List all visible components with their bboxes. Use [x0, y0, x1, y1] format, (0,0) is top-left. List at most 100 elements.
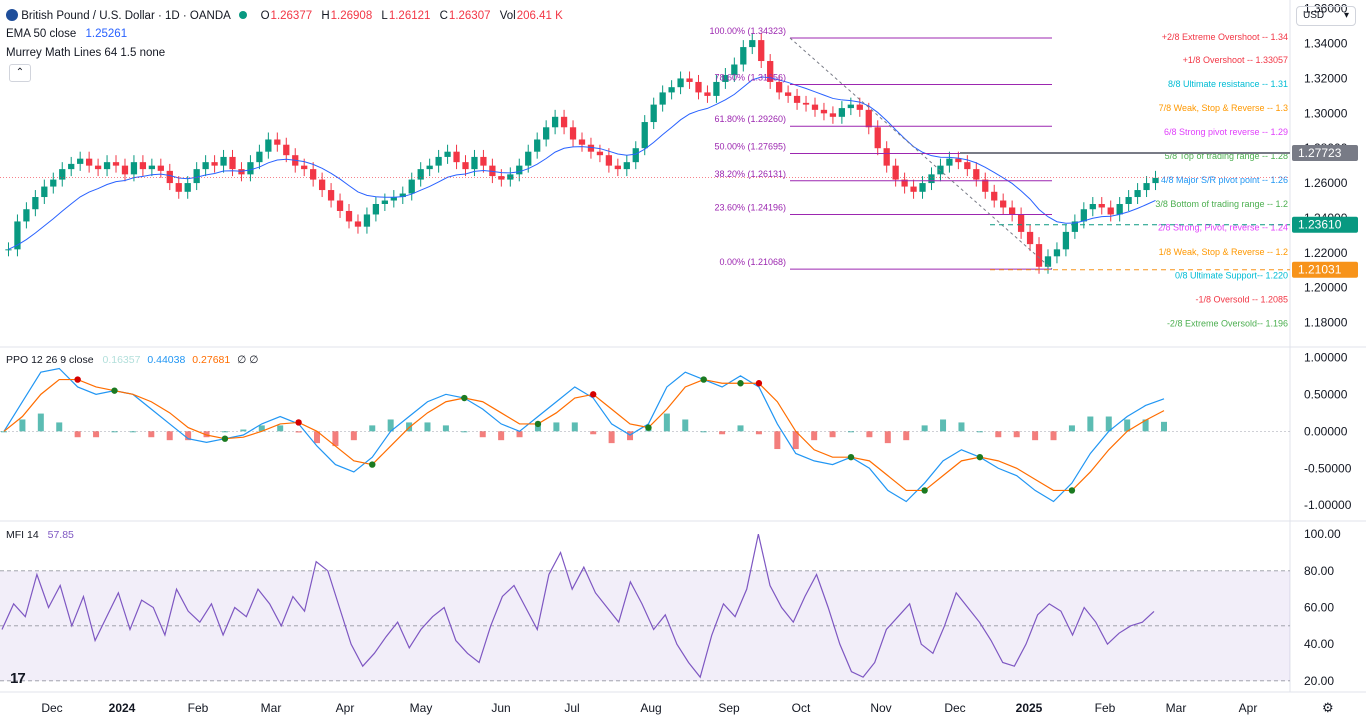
ppo-cross-marker — [755, 380, 763, 387]
ppo-histogram-bar — [995, 431, 1002, 438]
tradingview-logo-icon[interactable]: 17 — [10, 670, 26, 687]
ppo-title: PPO 12 26 9 close — [6, 354, 94, 366]
candle-body — [211, 162, 218, 166]
candle-body — [668, 87, 675, 93]
symbol-title[interactable]: British Pound / U.S. Dollar · 1D · OANDA — [21, 10, 231, 22]
murrey-level-label: 4/8 Major S/R pivot point -- 1.26 — [1161, 175, 1288, 185]
murrey-legend[interactable]: Murrey Math Lines 64 1.5 none — [6, 47, 165, 59]
ppo-cross-marker — [645, 424, 652, 431]
ppo-histogram-bar — [221, 431, 228, 433]
candle-body — [982, 179, 989, 192]
ppo-histogram-bar — [1161, 421, 1167, 432]
ppo-histogram-bar — [608, 431, 615, 444]
candle-body — [614, 165, 621, 170]
candle-body — [874, 127, 881, 149]
ppo-histogram-bar — [1068, 425, 1075, 432]
gear-icon[interactable]: ⚙ — [1322, 700, 1334, 715]
ppo-histogram-bar — [1124, 419, 1131, 432]
candle-body — [802, 102, 810, 105]
mfi-legend[interactable]: MFI 14 57.85 — [6, 529, 74, 541]
ema-legend[interactable]: EMA 50 close 1.25261 — [6, 28, 127, 40]
ppo-histogram-bar — [56, 422, 63, 432]
time-axis: Dec 2024 Feb Mar Apr May Jun Jul Aug Sep Oct Nov Dec… — [41, 701, 1257, 715]
candle-body — [973, 169, 980, 180]
ppo-histogram-bar — [93, 431, 100, 438]
candle-body — [543, 127, 550, 140]
murrey-level-label: 3/8 Bottom of trading range -- 1.2 — [1155, 199, 1288, 209]
candle-body — [856, 104, 863, 110]
candle-body — [157, 165, 164, 171]
mfi-value: 57.85 — [47, 529, 74, 541]
candle-body — [758, 40, 765, 62]
ppo-histogram-bar — [940, 419, 947, 432]
price-tick-label: 1.30000 — [1304, 106, 1348, 120]
ppo-legend[interactable]: PPO 12 26 9 close 0.16357 0.44038 0.2768… — [6, 354, 258, 366]
ppo-tick-label: 1.00000 — [1304, 350, 1348, 364]
candle-body — [1125, 197, 1132, 204]
ppo-histogram-bar — [903, 431, 910, 441]
volume-value: 206.41 K — [516, 10, 563, 22]
ppo-cross-marker — [921, 487, 928, 494]
candle-body — [937, 165, 944, 175]
ppo-value: 0.44038 — [147, 354, 186, 366]
candle-body — [354, 221, 362, 227]
candle-body — [59, 169, 66, 180]
candle-body — [32, 197, 39, 210]
candle-body — [820, 109, 828, 114]
candle-body — [1035, 244, 1043, 267]
candle-body — [50, 179, 57, 187]
price-label-text: 1.23610 — [1298, 218, 1342, 232]
candle-body — [776, 81, 783, 93]
candle-body — [229, 156, 236, 170]
grid — [0, 0, 1366, 693]
ppo-histogram-bar — [1105, 416, 1112, 432]
ppo-signal-value: 0.27681 — [192, 354, 231, 366]
candle-body — [372, 204, 380, 215]
candle-body — [1089, 204, 1096, 210]
ppo-tick-label: 0.00000 — [1304, 424, 1348, 438]
ppo-histogram-bar — [755, 431, 762, 435]
ppo-histogram-bar — [847, 431, 854, 433]
candle-body — [793, 95, 801, 103]
candle-body — [148, 165, 155, 170]
candle-body — [453, 151, 460, 163]
candle-body — [247, 162, 254, 175]
fib-level-label: 78.60% (1.31656) — [714, 72, 786, 82]
candle-body — [722, 74, 729, 82]
candle-body — [811, 104, 819, 110]
candle-body — [632, 148, 639, 163]
ppo-histogram-bar — [921, 425, 928, 432]
mfi-tick-label: 80.00 — [1304, 564, 1334, 578]
ppo-histogram-bar — [19, 419, 26, 432]
ppo-cross-marker — [590, 391, 597, 398]
candle-body — [489, 165, 496, 177]
ppo-cross-marker — [295, 419, 302, 426]
ppo-histogram-bar — [240, 429, 247, 432]
price-pane: 100.00% (1.34323) 78.60% (1.31656) 61.80% … — [0, 26, 1290, 329]
candle-body — [1071, 221, 1079, 232]
ppo-histogram-bar — [1032, 431, 1039, 441]
ppo-histogram-bar — [1050, 431, 1057, 441]
mfi-title: MFI 14 — [6, 529, 39, 541]
collapse-legend-button[interactable]: ⌃ — [9, 64, 31, 82]
candle-body — [928, 174, 935, 184]
candle-body — [946, 158, 953, 166]
time-tick-label: Nov — [870, 701, 891, 715]
fib-level-label: 38.20% (1.26131) — [714, 169, 786, 179]
candle-body — [578, 139, 586, 145]
currency-selector[interactable]: USD ▾ — [1296, 6, 1356, 26]
candle-body — [85, 158, 93, 166]
candle-body — [23, 209, 30, 222]
ema-value: 1.25261 — [85, 28, 128, 40]
candle-body — [767, 61, 774, 82]
murrey-level-label: -1/8 Oversold -- 1.2085 — [1195, 295, 1288, 305]
time-tick-label: Sep — [718, 701, 740, 715]
candle-body — [1134, 190, 1141, 198]
candle-body — [480, 156, 487, 166]
ppo-tick-label: 0.50000 — [1304, 387, 1348, 401]
fib-trend-line — [789, 37, 1053, 270]
mfi-pane — [0, 534, 1290, 682]
candle-body — [184, 183, 191, 192]
candle-body — [991, 191, 998, 201]
